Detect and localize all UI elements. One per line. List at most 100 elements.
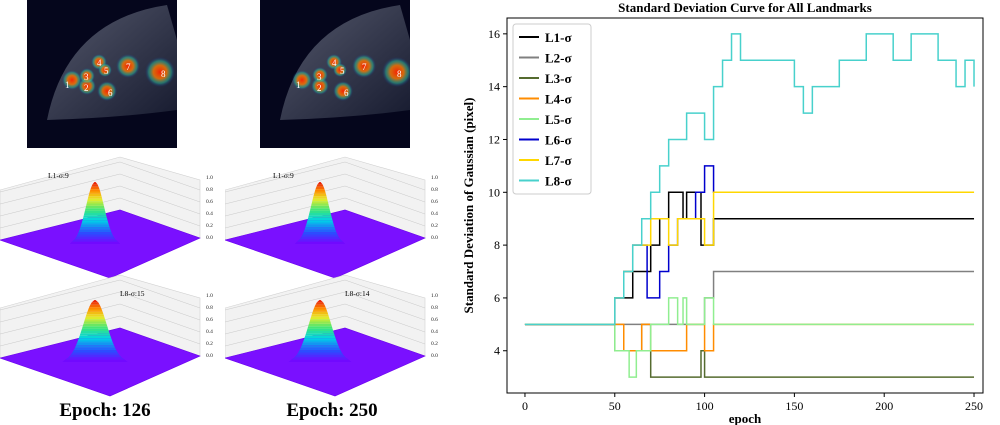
- surface-band: [84, 319, 106, 322]
- surface-band: [87, 309, 103, 312]
- surface-band: [84, 316, 106, 320]
- x-tick-label: 200: [875, 399, 893, 413]
- z-tick-label: 0.6: [206, 317, 213, 323]
- surface-band: [89, 191, 101, 194]
- surface-band: [87, 196, 103, 199]
- z-tick-label: 0.2: [431, 341, 438, 347]
- surface-band: [79, 333, 111, 336]
- surface-band: [74, 345, 116, 348]
- x-tick-label: 100: [696, 399, 714, 413]
- z-tick-label: 0.6: [431, 317, 438, 323]
- surface-band: [86, 203, 104, 206]
- grid-line: [0, 291, 121, 323]
- series-line: [524, 297, 975, 378]
- grid-line: [225, 291, 346, 323]
- z-tick-label: 0.8: [431, 305, 438, 311]
- grid-line: [119, 303, 201, 333]
- landmark-label: 6: [344, 88, 349, 98]
- surface-band: [306, 328, 334, 331]
- surface-band: [314, 304, 326, 308]
- y-tick-label: 10: [488, 185, 500, 199]
- surface-band: [86, 201, 104, 204]
- x-tick-label: 50: [609, 399, 621, 413]
- grid-line: [344, 185, 426, 215]
- y-tick-label: 16: [488, 27, 500, 41]
- landmark-label: 4: [97, 58, 102, 68]
- grid-line: [119, 161, 201, 191]
- surface-band: [89, 304, 101, 308]
- z-tick-label: 1.0: [431, 293, 438, 299]
- z-tick-label: 0.6: [206, 199, 213, 205]
- surface-band: [313, 193, 327, 197]
- surface-band: [92, 182, 98, 185]
- legend-entry: L8-σ: [545, 174, 572, 189]
- surface-band: [85, 314, 105, 317]
- surface-band: [76, 234, 114, 237]
- z-tick-label: 0.8: [206, 305, 213, 311]
- surface-band: [309, 319, 331, 322]
- z-tick-label: 0.2: [206, 341, 213, 347]
- surface-band: [315, 186, 325, 190]
- surface-band: [301, 342, 339, 346]
- surface-band: [88, 193, 102, 197]
- z-tick-label: 0.2: [206, 223, 213, 229]
- surface-band: [91, 300, 99, 303]
- ultrasound-image-epoch-250: 1 2 3 4 5 6 7 8: [260, 0, 410, 148]
- legend-entry: L3-σ: [545, 71, 572, 86]
- surface-band: [310, 205, 330, 209]
- y-tick-label: 14: [488, 80, 500, 94]
- z-tick-label: 0.0: [206, 353, 213, 359]
- surface-band: [291, 357, 349, 360]
- z-tick-label: 1.0: [431, 175, 438, 181]
- landmark-label: 8: [161, 69, 166, 79]
- surface-band: [89, 189, 101, 192]
- x-tick-label: 250: [965, 399, 983, 413]
- surface-band: [76, 342, 114, 346]
- surface-band: [79, 227, 111, 230]
- landmark-label: 3: [317, 72, 322, 82]
- landmark-label: 4: [332, 58, 337, 68]
- surface-band: [301, 234, 339, 237]
- landmark-label: 8: [397, 69, 402, 79]
- z-tick-label: 0.0: [431, 353, 438, 359]
- legend-entry: L6-σ: [545, 133, 572, 148]
- surface-band: [81, 328, 109, 331]
- surface-band: [81, 220, 109, 223]
- surface-band: [90, 302, 100, 305]
- z-tick-label: 0.6: [431, 199, 438, 205]
- grid-line: [0, 161, 121, 193]
- z-tick-label: 0.4: [206, 329, 213, 335]
- z-tick-label: 0.8: [206, 187, 213, 193]
- gaussian-surface-plot: 0.0 0.2 0.4 0.6 0.8 1.0 L8-σ:14: [225, 274, 438, 397]
- chart-title: Standard Deviation Curve for All Landmar…: [618, 0, 872, 15]
- legend-entry: L5-σ: [545, 112, 572, 127]
- grid-line: [344, 197, 426, 227]
- z-tick-label: 0.0: [431, 235, 438, 241]
- landmark-label: 6: [108, 88, 113, 98]
- surface-band: [314, 189, 326, 192]
- surface-band: [81, 222, 109, 225]
- y-tick-label: 8: [494, 238, 500, 252]
- y-tick-label: 12: [488, 132, 500, 146]
- landmark-label: 3: [84, 72, 89, 82]
- grid-line: [344, 173, 426, 203]
- surface-band: [69, 241, 121, 244]
- surface-band: [288, 359, 352, 362]
- legend-entry: L7-σ: [545, 153, 572, 168]
- surface-band: [309, 208, 331, 211]
- surface-band: [85, 205, 105, 209]
- legend-box: [512, 23, 592, 195]
- surface-band: [296, 239, 344, 242]
- series-line: [524, 33, 975, 326]
- landmark-label: 2: [84, 83, 89, 93]
- surface-band: [74, 236, 116, 240]
- surface-band: [304, 335, 336, 339]
- grid-line: [0, 279, 121, 311]
- surface-band: [305, 224, 335, 228]
- grid-line: [119, 197, 201, 227]
- surface-band: [304, 227, 336, 230]
- landmark-label: 7: [126, 62, 131, 72]
- z-tick-label: 1.0: [206, 293, 213, 299]
- landmark-label: 2: [317, 83, 322, 93]
- surface-band: [311, 201, 329, 204]
